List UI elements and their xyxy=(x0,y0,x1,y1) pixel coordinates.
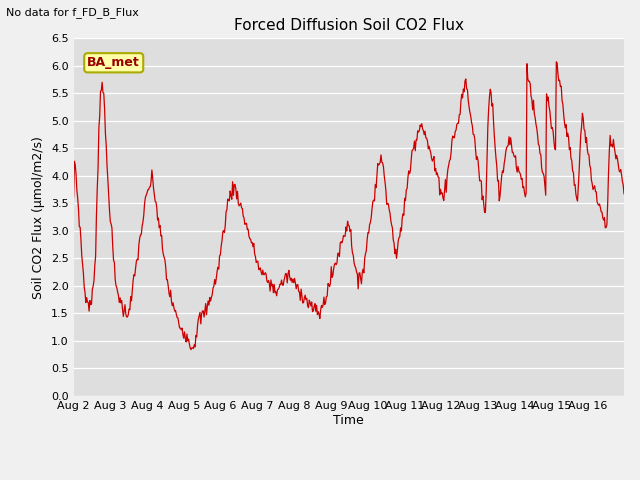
X-axis label: Time: Time xyxy=(333,414,364,427)
Legend: FD_Flux: FD_Flux xyxy=(302,474,396,480)
Y-axis label: Soil CO2 Flux (μmol/m2/s): Soil CO2 Flux (μmol/m2/s) xyxy=(33,136,45,299)
Title: Forced Diffusion Soil CO2 Flux: Forced Diffusion Soil CO2 Flux xyxy=(234,18,464,33)
Text: BA_met: BA_met xyxy=(88,56,140,69)
Text: No data for f_FD_B_Flux: No data for f_FD_B_Flux xyxy=(6,7,140,18)
